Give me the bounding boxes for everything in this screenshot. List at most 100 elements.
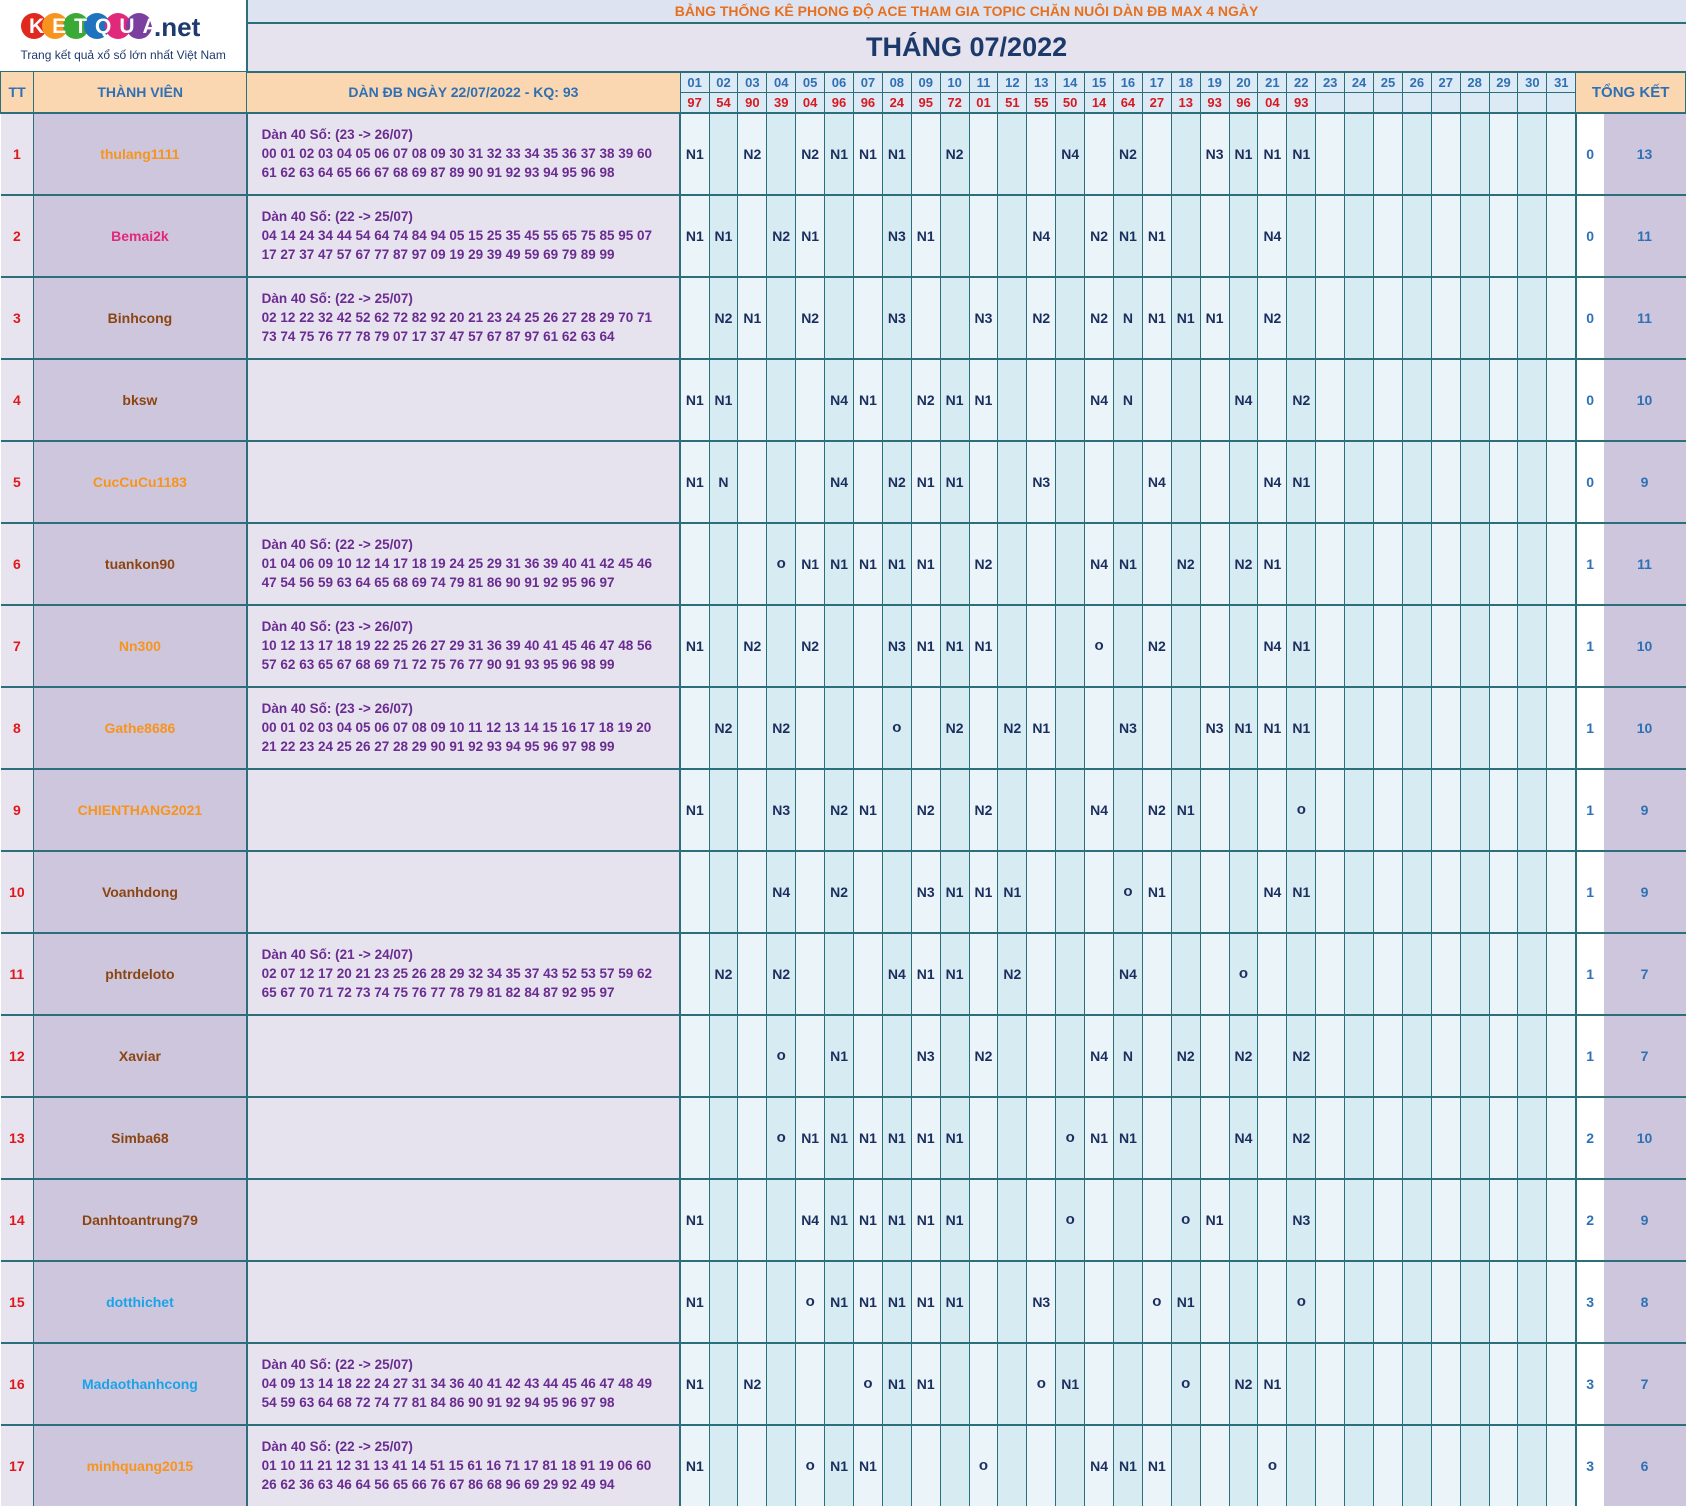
day-cell bbox=[1055, 931, 1085, 1015]
day-cell bbox=[737, 521, 767, 605]
table-row: 16 Madaothanhcong Dàn 40 Số: (22 -> 25/07)… bbox=[0, 1341, 1686, 1425]
member-name[interactable]: Simba68 bbox=[33, 1095, 248, 1179]
table-row: 15 dotthichet N1 o N1 N1 N1 N1 N1 N3 o N1 o 3 8 bbox=[0, 1259, 1686, 1343]
day-cell bbox=[852, 275, 883, 359]
day-cell bbox=[1546, 439, 1576, 523]
day-result: 01 bbox=[968, 91, 999, 113]
table-row: 7 Nn300 Dàn 40 Số: (23 -> 26/07) 10 12 13 1… bbox=[0, 603, 1686, 687]
day-header: 06 bbox=[824, 71, 854, 93]
day-cell bbox=[1055, 275, 1085, 359]
day-cell bbox=[1228, 1177, 1258, 1261]
day-cell bbox=[968, 1341, 998, 1425]
day-cell bbox=[1084, 931, 1114, 1015]
member-name[interactable]: bksw bbox=[33, 357, 248, 441]
day-cell: N2 bbox=[939, 685, 970, 769]
miss-count: 1 bbox=[1574, 931, 1604, 1015]
day-cell bbox=[737, 931, 767, 1015]
day-cell bbox=[1373, 521, 1403, 605]
day-cell bbox=[1344, 1341, 1374, 1425]
member-name[interactable]: Binhcong bbox=[33, 275, 248, 359]
day-cell bbox=[824, 603, 854, 687]
day-cell bbox=[1084, 439, 1114, 523]
day-cell bbox=[1170, 603, 1201, 687]
day-cell bbox=[1170, 931, 1201, 1015]
dan-numbers: 02 12 22 32 42 52 62 72 82 92 20 21 23 2… bbox=[261, 310, 653, 325]
day-cell bbox=[1315, 931, 1345, 1015]
day-cell: o bbox=[1170, 1341, 1201, 1425]
day-cell bbox=[1315, 1177, 1345, 1261]
day-header: 01 bbox=[679, 71, 710, 93]
table-row: 11 phtrdeloto Dàn 40 Số: (21 -> 24/07) 02 0… bbox=[0, 931, 1686, 1015]
member-name[interactable]: Danhtoantrung79 bbox=[33, 1177, 248, 1261]
day-cell bbox=[708, 1095, 738, 1179]
member-name[interactable]: Xaviar bbox=[33, 1013, 248, 1097]
total-count: 10 bbox=[1603, 603, 1686, 687]
day-cell bbox=[1401, 1423, 1432, 1506]
day-cell bbox=[939, 767, 970, 851]
logo-tagline: Trang kết quả xổ số lớn nhất Việt Nam bbox=[20, 48, 226, 62]
dan-cell bbox=[246, 357, 682, 441]
member-name[interactable]: Voanhdong bbox=[33, 849, 248, 933]
day-cell bbox=[795, 767, 825, 851]
table-row: 10 Voanhdong N4 N2 N3 N1 N1 N1 o N1 N4 N1 1 9 bbox=[0, 849, 1686, 933]
dan-numbers: 01 04 06 09 10 12 14 17 18 19 24 25 29 3… bbox=[261, 556, 653, 571]
table-row: 13 Simba68 o N1 N1 N1 N1 N1 N1 o N1 N1 N4 N2 2 10 bbox=[0, 1095, 1686, 1179]
member-name[interactable]: CHIENTHANG2021 bbox=[33, 767, 248, 851]
day-cell bbox=[1315, 1013, 1345, 1097]
member-name[interactable]: Gathe8686 bbox=[33, 685, 248, 769]
member-name[interactable]: phtrdeloto bbox=[33, 931, 248, 1015]
day-cell bbox=[1344, 275, 1374, 359]
day-cell bbox=[1026, 521, 1056, 605]
day-cell: N1 bbox=[1113, 1423, 1143, 1506]
miss-count: 0 bbox=[1574, 439, 1604, 523]
day-cell: N1 bbox=[881, 521, 912, 605]
dan-cell bbox=[246, 1177, 682, 1261]
day-cell: o bbox=[1113, 849, 1143, 933]
day-cell bbox=[1026, 849, 1056, 933]
day-cell: o bbox=[1170, 1177, 1201, 1261]
miss-count: 1 bbox=[1574, 767, 1604, 851]
dan-title: Dàn 40 Số: (22 -> 25/07) bbox=[261, 537, 413, 552]
day-cell bbox=[1113, 767, 1143, 851]
member-name[interactable]: minhquang2015 bbox=[33, 1423, 248, 1506]
logo[interactable]: KETQUA .net Trang kết quả xổ số lớn nhất… bbox=[0, 0, 248, 72]
day-header: 28 bbox=[1459, 71, 1490, 93]
day-cell bbox=[1315, 1341, 1345, 1425]
day-cell bbox=[1546, 1423, 1576, 1506]
day-cell: N1 bbox=[1286, 603, 1316, 687]
day-cell bbox=[1430, 1259, 1461, 1343]
day-cell bbox=[1401, 603, 1432, 687]
miss-count: 0 bbox=[1574, 193, 1604, 277]
member-name[interactable]: Bemai2k bbox=[33, 193, 248, 277]
day-result: 95 bbox=[910, 91, 941, 113]
day-cell bbox=[824, 685, 854, 769]
total-count: 11 bbox=[1603, 521, 1686, 605]
day-result: 72 bbox=[939, 91, 970, 113]
day-cell: N3 bbox=[1199, 111, 1230, 195]
day-cell: N4 bbox=[824, 439, 854, 523]
day-cell bbox=[1488, 193, 1518, 277]
day-cell bbox=[1055, 767, 1085, 851]
dan-numbers: 57 62 63 65 67 68 69 71 72 75 76 77 90 9… bbox=[261, 657, 615, 672]
member-name[interactable]: dotthichet bbox=[33, 1259, 248, 1343]
member-name[interactable]: CucCuCu1183 bbox=[33, 439, 248, 523]
day-cell: N1 bbox=[679, 1423, 710, 1506]
day-cell: N2 bbox=[910, 767, 941, 851]
day-cell bbox=[1430, 1423, 1461, 1506]
day-cell bbox=[1113, 439, 1143, 523]
day-cell bbox=[766, 603, 796, 687]
member-name[interactable]: Nn300 bbox=[33, 603, 248, 687]
day-cell bbox=[1401, 685, 1432, 769]
member-name[interactable]: tuankon90 bbox=[33, 521, 248, 605]
day-result: 93 bbox=[1286, 91, 1317, 113]
day-cell bbox=[1170, 849, 1201, 933]
day-cell bbox=[1517, 357, 1547, 441]
day-cell: N1 bbox=[708, 357, 738, 441]
day-cell bbox=[1401, 849, 1432, 933]
member-name[interactable]: Madaothanhcong bbox=[33, 1341, 248, 1425]
day-cell bbox=[1141, 1177, 1172, 1261]
day-cell bbox=[1430, 357, 1461, 441]
day-result: 96 bbox=[1228, 91, 1259, 113]
member-name[interactable]: thulang1111 bbox=[33, 111, 248, 195]
day-result: 51 bbox=[997, 91, 1028, 113]
